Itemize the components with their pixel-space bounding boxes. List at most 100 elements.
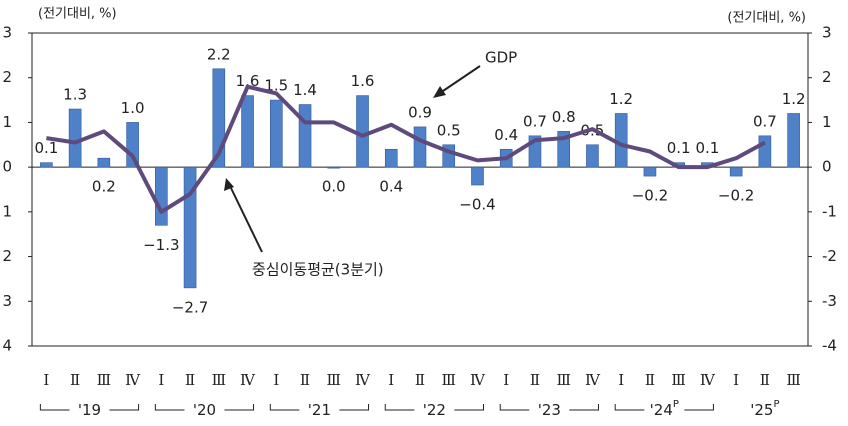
year-label: '20 [193, 401, 216, 419]
year-text: '23 [538, 401, 561, 419]
value-label: −2.7 [172, 298, 208, 316]
x-tick-label: Ⅰ [43, 371, 49, 389]
bar [787, 113, 800, 168]
year-bracket [384, 404, 484, 411]
year-label: '25P [750, 399, 779, 419]
value-label: 1.4 [293, 81, 317, 99]
value-label: −0.2 [718, 187, 754, 205]
x-tick-label: Ⅱ [185, 371, 195, 389]
x-tick-label: Ⅲ [671, 371, 685, 389]
y2-tick-label: -3 [822, 292, 837, 310]
plot-frame [31, 32, 809, 347]
bar [40, 162, 53, 168]
year-label: '22 [423, 401, 446, 419]
x-tick-label: Ⅲ [442, 371, 456, 389]
y-tick-label: 3 [2, 24, 12, 42]
x-tick-label: Ⅰ [733, 371, 739, 389]
x-tick-label: Ⅱ [645, 371, 655, 389]
year-label: '23 [538, 401, 561, 419]
value-label: 0.1 [667, 139, 691, 157]
year-bracket [39, 404, 140, 411]
bar [413, 126, 427, 168]
value-label: 1.0 [121, 99, 145, 117]
bar [643, 166, 657, 177]
x-tick-label: Ⅱ [415, 371, 425, 389]
bar [241, 95, 254, 168]
value-label: −1.3 [143, 236, 179, 254]
year-text: '21 [308, 401, 331, 419]
x-tick-label: Ⅰ [618, 371, 624, 389]
value-label: 0.4 [379, 178, 403, 196]
x-tick-label: Ⅳ [355, 371, 371, 389]
y-tick-label: 3 [2, 292, 12, 310]
value-label: 0.9 [408, 103, 432, 121]
x-tick-label: Ⅰ [503, 371, 509, 389]
year-superscript: P [773, 399, 779, 410]
x-tick-label: Ⅱ [530, 371, 540, 389]
y2-tick-label: 0 [822, 158, 832, 176]
value-label: −0.2 [632, 187, 668, 205]
value-label: −0.4 [459, 196, 495, 214]
value-label: 0.1 [34, 139, 58, 157]
bar [155, 166, 168, 226]
legend-moving-average: 중심이동평균(3분기) [252, 261, 384, 279]
value-label: 0.4 [494, 126, 518, 144]
y-axis-label: (전기대비, %) [38, 7, 117, 22]
year-bracket [614, 404, 714, 411]
value-label: 0.7 [753, 112, 777, 130]
bar [586, 144, 599, 168]
y2-tick-label: -4 [822, 337, 837, 355]
x-tick-label: Ⅲ [97, 371, 111, 389]
x-tick-label: Ⅰ [388, 371, 394, 389]
y-tick-label: 4 [2, 337, 12, 355]
legend-gdp: GDP [485, 49, 517, 67]
year-text: '20 [193, 401, 216, 419]
x-tick-label: Ⅲ [556, 371, 570, 389]
y2-tick-label: 3 [822, 24, 832, 42]
y2-tick-label: -2 [822, 247, 837, 265]
x-tick-label: Ⅲ [212, 371, 226, 389]
bar [298, 104, 312, 168]
year-bracket [154, 404, 255, 411]
x-tick-label: Ⅳ [585, 371, 601, 389]
annotation-arrow [229, 185, 263, 253]
bar [729, 166, 743, 177]
value-label: 0.8 [552, 108, 576, 126]
value-label: 1.6 [351, 72, 375, 90]
value-label: 1.2 [782, 90, 806, 108]
bar [758, 135, 772, 168]
x-tick-label: Ⅲ [327, 371, 341, 389]
annotation-arrow [439, 65, 481, 94]
x-tick-label: Ⅰ [158, 371, 164, 389]
value-label: 1.2 [609, 90, 633, 108]
year-label: '19 [78, 401, 101, 419]
x-tick-label: Ⅱ [300, 371, 310, 389]
x-tick-label: Ⅱ [70, 371, 80, 389]
value-label: 2.2 [207, 45, 231, 63]
x-tick-label: Ⅳ [700, 371, 716, 389]
bar [68, 108, 82, 168]
year-text: '24 [650, 401, 673, 419]
bar [356, 95, 369, 168]
value-label: 0.0 [322, 178, 346, 196]
year-text: '19 [78, 401, 101, 419]
y-tick-label: 1 [2, 113, 12, 131]
bar [269, 99, 283, 168]
value-label: 0.1 [695, 139, 719, 157]
year-text: '25 [750, 401, 773, 419]
y2-tick-label: 2 [822, 68, 832, 86]
y2-tick-label: 1 [822, 113, 832, 131]
year-superscript: P [673, 399, 679, 410]
annotation-arrowhead [224, 178, 234, 191]
x-tick-label: Ⅰ [273, 371, 279, 389]
value-label: 0.7 [523, 112, 547, 130]
value-label: 0.2 [92, 178, 116, 196]
moving-average-line [46, 84, 766, 214]
value-label: 0.5 [437, 121, 461, 139]
year-bracket [499, 404, 599, 411]
bar [327, 166, 341, 169]
annotation-arrowhead [433, 86, 446, 98]
x-tick-label: Ⅱ [760, 371, 770, 389]
x-tick-label: Ⅳ [470, 371, 486, 389]
